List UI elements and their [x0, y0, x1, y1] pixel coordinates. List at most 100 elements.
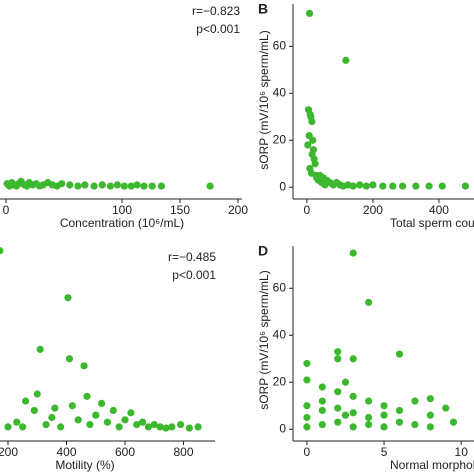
point	[90, 182, 98, 190]
point	[150, 420, 158, 429]
point	[356, 181, 364, 189]
point	[365, 298, 373, 306]
point	[66, 181, 74, 189]
point	[442, 404, 450, 412]
annotation: r=−0.485	[168, 250, 216, 264]
point	[303, 376, 311, 384]
point	[81, 181, 89, 189]
point	[308, 150, 316, 158]
point	[98, 399, 106, 408]
x-tick-label: 200	[363, 203, 383, 217]
point	[426, 423, 434, 431]
y-tick-label: 40	[273, 327, 287, 341]
point	[140, 182, 148, 190]
point	[334, 388, 342, 396]
point	[144, 423, 153, 431]
point	[341, 411, 350, 419]
y-tick-label: 20	[273, 374, 287, 388]
point	[42, 420, 50, 429]
point	[334, 404, 342, 412]
point	[194, 423, 202, 431]
point	[98, 181, 106, 189]
point	[168, 423, 176, 431]
point	[148, 182, 156, 190]
x-axis-label: Total sperm count	[390, 216, 474, 230]
point	[115, 423, 123, 431]
point	[334, 418, 342, 426]
point	[92, 411, 100, 419]
point	[399, 182, 407, 190]
annotation: p<0.001	[196, 22, 240, 36]
y-tick-label: 20	[273, 132, 287, 146]
point	[304, 141, 312, 149]
x-tick-label: 400	[429, 203, 449, 217]
annotation: r=−0.823	[192, 4, 240, 18]
point	[334, 355, 342, 363]
point	[57, 423, 65, 431]
panel-label: B	[258, 1, 268, 17]
x-tick-label: 5	[381, 445, 388, 459]
point	[103, 418, 112, 426]
point	[138, 418, 147, 426]
point	[74, 182, 82, 190]
y-tick-label: 40	[273, 85, 287, 99]
point	[411, 397, 419, 405]
point	[303, 359, 311, 368]
x-tick-label: 200	[0, 445, 18, 459]
point	[395, 418, 404, 426]
panel-label: D	[258, 243, 268, 259]
x-tick-label: 100	[112, 203, 132, 217]
point	[74, 416, 82, 424]
point	[461, 182, 469, 190]
y-axis-label: sORP (mV/10⁶ sperm/mL)	[257, 270, 271, 409]
point	[395, 406, 404, 415]
point	[303, 423, 311, 431]
point	[30, 406, 38, 415]
annotation: p<0.001	[172, 268, 216, 282]
x-axis-label: Normal morphology	[390, 458, 474, 472]
point	[162, 424, 170, 432]
point	[426, 395, 434, 403]
x-tick-label: 0	[304, 445, 311, 459]
point	[305, 9, 314, 17]
point	[308, 117, 316, 126]
x-tick-label: 600	[115, 445, 135, 459]
point	[365, 420, 373, 429]
point	[318, 383, 326, 391]
x-tick-label: 0	[3, 203, 10, 217]
point	[133, 420, 141, 429]
point	[309, 136, 317, 144]
point	[303, 413, 311, 422]
point	[438, 182, 446, 190]
point	[0, 247, 4, 255]
point	[426, 411, 434, 419]
point	[380, 411, 388, 419]
point	[318, 406, 326, 415]
point	[411, 420, 419, 429]
point	[185, 424, 193, 432]
point	[362, 182, 370, 190]
point	[80, 362, 88, 370]
point	[83, 392, 91, 400]
point	[379, 182, 387, 190]
point	[176, 420, 185, 429]
point	[349, 392, 357, 400]
point	[113, 181, 121, 189]
point	[311, 160, 319, 168]
x-tick-label: 200	[228, 203, 248, 217]
point	[318, 397, 326, 405]
y-tick-label: 60	[273, 280, 287, 294]
x-axis-label: Concentration (10⁶/mL)	[60, 216, 184, 230]
point	[48, 413, 56, 422]
point	[342, 56, 350, 64]
point	[425, 182, 433, 190]
point	[13, 418, 21, 426]
point	[349, 409, 357, 417]
point	[389, 182, 397, 190]
point	[106, 182, 114, 190]
point	[206, 182, 214, 190]
point	[318, 420, 326, 429]
point	[19, 423, 27, 431]
point	[51, 404, 59, 412]
